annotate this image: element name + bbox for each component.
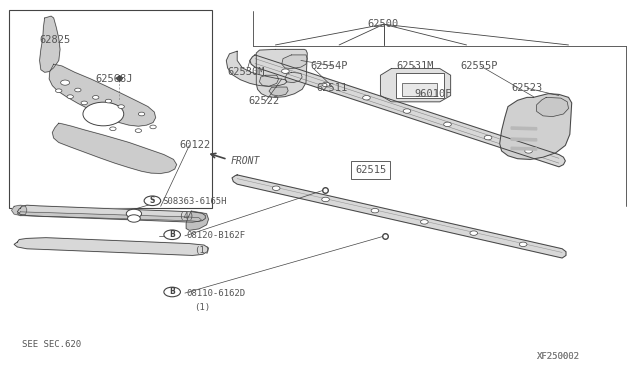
Circle shape (144, 196, 161, 206)
Polygon shape (17, 212, 202, 221)
Bar (396, 73, 444, 98)
Circle shape (93, 96, 99, 99)
Polygon shape (227, 51, 287, 86)
Circle shape (135, 129, 141, 132)
Polygon shape (511, 147, 537, 150)
Circle shape (138, 112, 145, 116)
Circle shape (273, 186, 280, 190)
Text: 62523: 62523 (511, 83, 543, 93)
Polygon shape (14, 238, 209, 256)
Polygon shape (511, 138, 537, 141)
Polygon shape (285, 72, 302, 83)
Text: (4): (4) (179, 212, 195, 221)
Circle shape (322, 82, 330, 87)
Bar (351, 161, 390, 179)
Polygon shape (500, 94, 572, 160)
Circle shape (322, 197, 330, 202)
Circle shape (83, 102, 124, 126)
Polygon shape (49, 64, 156, 126)
Circle shape (164, 287, 180, 297)
Text: 62515: 62515 (356, 165, 387, 175)
Text: 08110-6162D: 08110-6162D (186, 289, 245, 298)
Text: B: B (170, 230, 175, 239)
Circle shape (127, 215, 140, 222)
Text: 62530M: 62530M (228, 67, 265, 77)
Text: XF250002: XF250002 (537, 352, 580, 361)
Text: 62531M: 62531M (396, 61, 434, 71)
Bar (9, 10, 212, 208)
Text: 08120-B162F: 08120-B162F (186, 231, 245, 240)
Circle shape (420, 220, 428, 224)
Circle shape (118, 105, 124, 109)
Polygon shape (186, 211, 209, 230)
Text: 62511: 62511 (316, 83, 348, 93)
Text: S08363-6165H: S08363-6165H (163, 198, 227, 206)
Circle shape (164, 230, 180, 240)
Circle shape (56, 89, 62, 93)
Text: (1): (1) (195, 246, 211, 255)
Polygon shape (259, 75, 278, 86)
Text: 60122: 60122 (180, 140, 211, 150)
Text: 62500: 62500 (368, 19, 399, 29)
Circle shape (525, 149, 532, 153)
Text: XF250002: XF250002 (537, 352, 580, 361)
Circle shape (126, 209, 141, 218)
Circle shape (444, 122, 451, 126)
Polygon shape (232, 175, 566, 258)
Text: 62555P: 62555P (460, 61, 498, 71)
Circle shape (363, 96, 371, 100)
Text: 62825: 62825 (40, 35, 71, 45)
Polygon shape (52, 123, 177, 173)
Circle shape (61, 80, 70, 85)
Polygon shape (282, 55, 307, 68)
Text: 62554P: 62554P (310, 61, 348, 71)
Text: SEE SEC.620: SEE SEC.620 (22, 340, 81, 349)
Polygon shape (381, 68, 451, 102)
Text: S: S (150, 196, 155, 205)
Polygon shape (256, 49, 307, 97)
Circle shape (67, 95, 74, 99)
Circle shape (105, 99, 111, 103)
Polygon shape (40, 16, 60, 72)
Circle shape (81, 101, 88, 105)
Circle shape (484, 135, 492, 140)
Text: (1): (1) (195, 303, 211, 312)
Circle shape (75, 88, 81, 92)
Polygon shape (269, 87, 288, 96)
Polygon shape (537, 97, 568, 116)
Text: FRONT: FRONT (231, 156, 260, 166)
Polygon shape (12, 205, 27, 215)
Polygon shape (511, 127, 537, 130)
Polygon shape (250, 55, 565, 167)
Text: 96010F: 96010F (414, 89, 452, 99)
Circle shape (109, 127, 116, 131)
Text: B: B (170, 288, 175, 296)
Text: 62522: 62522 (248, 96, 280, 106)
Bar (401, 83, 436, 96)
Circle shape (282, 69, 289, 73)
Circle shape (371, 208, 379, 213)
Circle shape (403, 109, 411, 113)
Polygon shape (17, 205, 205, 222)
Circle shape (519, 242, 527, 247)
Text: 62568J: 62568J (96, 74, 133, 84)
Circle shape (150, 125, 156, 129)
Circle shape (470, 231, 477, 235)
